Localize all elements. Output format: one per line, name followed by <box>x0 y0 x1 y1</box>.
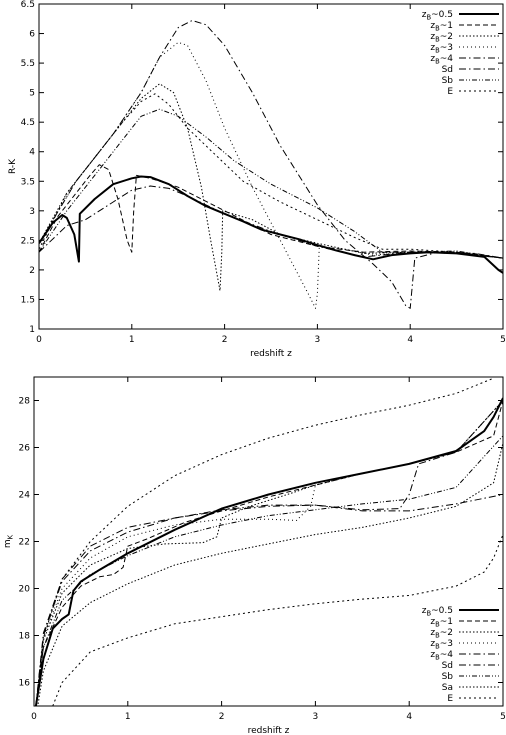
top-y-axis-label: R-K <box>8 158 18 174</box>
bottom-legend-label-1: zB~1 <box>430 617 453 629</box>
bottom-y-tick-label-5: 26 <box>19 444 31 454</box>
top-series-2 <box>39 83 503 292</box>
top-legend-label-6: Sb <box>442 76 454 86</box>
top-series-5 <box>39 185 503 259</box>
top-y-tick-label-11: 6.5 <box>21 0 35 10</box>
top-series-3 <box>39 41 503 309</box>
bottom-series-0 <box>34 397 503 706</box>
top-plot-frame <box>38 3 504 330</box>
bottom-series-1 <box>35 400 503 706</box>
bottom-x-tick-label-5: 5 <box>500 712 506 722</box>
top-x-tick-label-1: 1 <box>129 335 135 345</box>
top-legend-label-7: E <box>447 87 453 97</box>
top-x-axis-label: redshift z <box>250 349 292 359</box>
top-y-tick-label-9: 5.5 <box>21 59 35 69</box>
top-x-tick-label-2: 2 <box>222 335 228 345</box>
bottom-series-4 <box>35 400 503 706</box>
bottom-y-tick-label-2: 20 <box>19 585 31 595</box>
bottom-x-tick-label-2: 2 <box>219 712 225 722</box>
bottom-legend-label-2: zB~2 <box>430 628 453 640</box>
top-series-6 <box>39 108 503 259</box>
bottom-x-tick-label-4: 4 <box>406 712 412 722</box>
bottom-legend-label-8: E <box>447 694 453 704</box>
bottom-legend-label-4: zB~4 <box>430 650 453 662</box>
bottom-x-tick-label-3: 3 <box>313 712 319 722</box>
top-y-tick-label-7: 4.5 <box>21 118 35 128</box>
top-y-tick-label-2: 2 <box>29 266 35 276</box>
bottom-x-tick-label-0: 0 <box>31 712 37 722</box>
bottom-series-9 <box>35 377 494 706</box>
top-y-tick-label-6: 4 <box>29 148 35 158</box>
top-series-group <box>39 20 503 309</box>
bottom-series-2 <box>35 400 503 706</box>
top-series-4 <box>39 20 503 309</box>
top-x-tick-label-3: 3 <box>315 335 321 345</box>
bottom-y-tick-label-3: 22 <box>19 538 30 548</box>
top-legend-label-5: Sd <box>442 65 453 75</box>
top-legend-label-3: zB~3 <box>430 43 453 55</box>
bottom-y-tick-label-6: 28 <box>19 397 31 407</box>
bottom-series-3 <box>35 400 503 706</box>
bottom-y-tick-label-4: 24 <box>19 491 31 501</box>
bottom-x-tick-label-1: 1 <box>125 712 131 722</box>
top-x-tick-label-5: 5 <box>500 335 506 345</box>
top-x-tick-label-0: 0 <box>36 335 42 345</box>
bottom-y-axis-label: mK <box>3 534 15 548</box>
top-y-tick-label-4: 3 <box>29 207 35 217</box>
top-y-tick-label-8: 5 <box>29 89 35 99</box>
top-legend-label-1: zB~1 <box>430 21 453 33</box>
bottom-x-axis-label: redshift z <box>248 726 290 735</box>
bottom-legend-label-5: Sd <box>442 661 453 671</box>
top-y-tick-label-5: 3.5 <box>21 177 35 187</box>
top-y-tick-label-1: 1.5 <box>21 295 35 305</box>
bottom-legend-label-7: Sa <box>442 683 453 693</box>
top-x-tick-label-4: 4 <box>407 335 413 345</box>
bottom-series-8 <box>52 534 503 706</box>
top-y-tick-label-10: 6 <box>29 30 35 40</box>
bottom-legend-label-0: zB~0.5 <box>422 606 453 618</box>
bottom-y-tick-label-0: 16 <box>19 679 31 689</box>
bottom-series-5 <box>35 494 503 706</box>
top-y-tick-label-3: 2.5 <box>21 236 35 246</box>
top-y-tick-label-0: 1 <box>29 325 35 335</box>
bottom-legend-label-3: zB~3 <box>430 639 453 651</box>
top-series-0 <box>39 175 503 274</box>
top-legend-label-0: zB~0.5 <box>422 10 453 22</box>
bottom-series-7 <box>37 442 503 706</box>
top-series-1 <box>39 164 503 259</box>
bottom-legend-label-6: Sb <box>442 672 454 682</box>
bottom-series-6 <box>35 435 503 706</box>
bottom-y-tick-label-1: 18 <box>19 632 31 642</box>
bottom-series-group <box>34 377 503 706</box>
bottom-plot-frame <box>33 376 504 707</box>
top-legend-label-2: zB~2 <box>430 32 453 44</box>
top-legend-label-4: zB~4 <box>430 54 453 66</box>
top-series-7 <box>39 93 503 259</box>
